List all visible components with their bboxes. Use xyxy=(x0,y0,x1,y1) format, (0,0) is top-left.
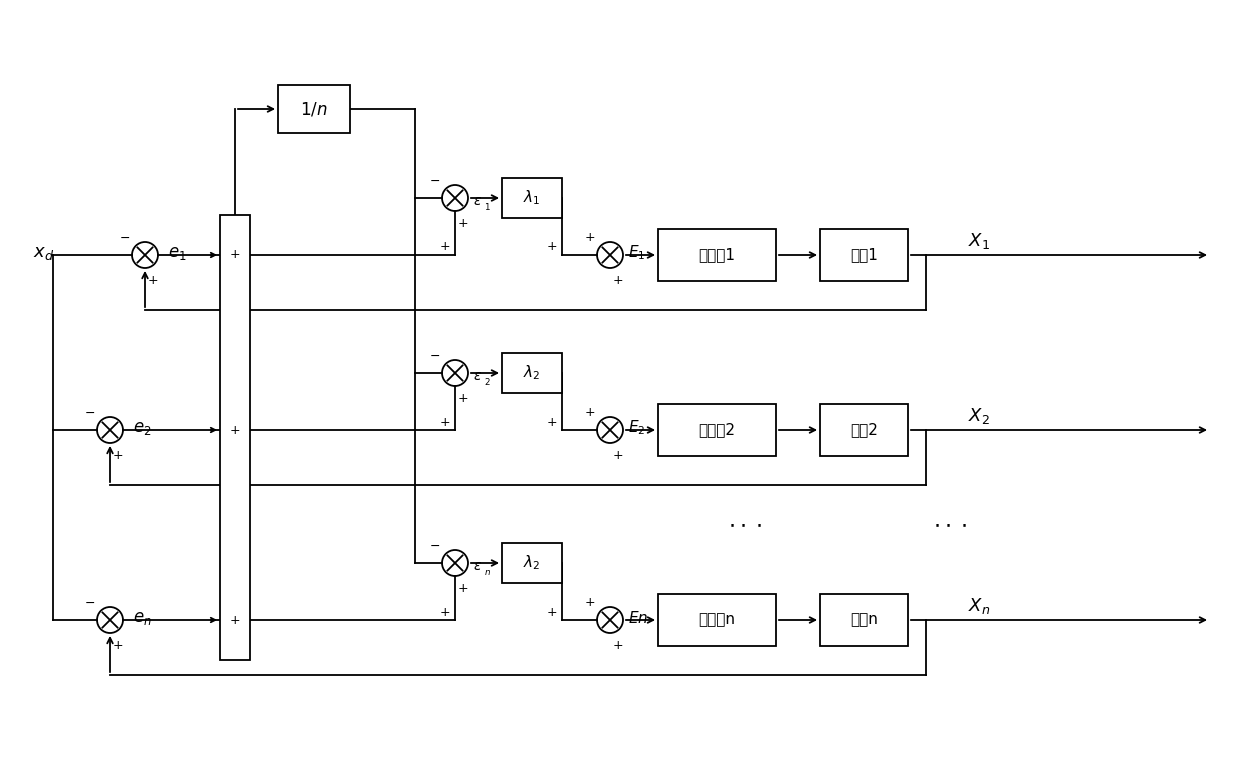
Text: $+$: $+$ xyxy=(112,639,123,652)
Text: $E_1$: $E_1$ xyxy=(628,244,646,262)
Text: $X_{n}$: $X_{n}$ xyxy=(968,596,990,616)
Text: $+$: $+$ xyxy=(612,639,623,652)
Text: $-$: $-$ xyxy=(84,406,95,419)
Text: $\varepsilon$: $\varepsilon$ xyxy=(473,369,482,383)
Text: $+$: $+$ xyxy=(229,424,240,436)
Text: $+$: $+$ xyxy=(612,274,623,287)
Text: $+$: $+$ xyxy=(584,231,595,244)
Text: $_{2}$: $_{2}$ xyxy=(484,375,491,388)
Text: $+$: $+$ xyxy=(545,241,558,253)
Text: $-$: $-$ xyxy=(84,596,95,609)
Text: 电机2: 电机2 xyxy=(850,422,878,437)
Text: $+$: $+$ xyxy=(545,415,558,429)
Text: $\varepsilon$: $\varepsilon$ xyxy=(473,559,482,573)
Text: $e_{n}$: $e_{n}$ xyxy=(133,609,152,627)
Text: $+$: $+$ xyxy=(112,449,123,462)
Text: $+$: $+$ xyxy=(147,274,159,287)
Text: $\varepsilon$: $\varepsilon$ xyxy=(473,194,482,208)
Text: 控制器n: 控制器n xyxy=(699,612,736,627)
Text: $+$: $+$ xyxy=(439,415,450,429)
Bar xyxy=(658,594,776,646)
Text: $_{n}$: $_{n}$ xyxy=(484,565,491,577)
Text: 控制器2: 控制器2 xyxy=(699,422,736,437)
Text: 电机n: 电机n xyxy=(850,612,878,627)
Text: $λ_2$: $λ_2$ xyxy=(523,554,540,572)
Bar xyxy=(502,543,563,583)
Bar xyxy=(502,178,563,218)
Bar xyxy=(820,594,908,646)
Text: $+$: $+$ xyxy=(457,582,468,595)
Bar xyxy=(658,229,776,281)
Text: $-$: $-$ xyxy=(119,231,130,244)
Text: $+$: $+$ xyxy=(439,241,450,253)
Bar xyxy=(820,229,908,281)
Text: $En$: $En$ xyxy=(628,610,648,626)
Text: $e_{1}$: $e_{1}$ xyxy=(169,244,187,262)
Bar xyxy=(820,404,908,456)
Text: $E_2$: $E_2$ xyxy=(628,418,646,437)
Text: $+$: $+$ xyxy=(545,605,558,619)
Text: $-$: $-$ xyxy=(429,174,440,187)
Bar xyxy=(278,85,349,133)
Text: $+$: $+$ xyxy=(612,449,623,462)
Bar xyxy=(502,353,563,393)
Text: $-$: $-$ xyxy=(429,539,440,552)
Text: $1/n$: $1/n$ xyxy=(300,100,328,118)
Text: $x_d$: $x_d$ xyxy=(33,244,55,262)
Bar xyxy=(221,215,250,660)
Bar xyxy=(658,404,776,456)
Text: $λ_2$: $λ_2$ xyxy=(523,364,540,382)
Text: $X_{2}$: $X_{2}$ xyxy=(968,406,990,426)
Text: $+$: $+$ xyxy=(439,605,450,619)
Text: $\cdot\cdot\cdot$: $\cdot\cdot\cdot$ xyxy=(729,515,762,535)
Text: $+$: $+$ xyxy=(457,392,468,405)
Text: $+$: $+$ xyxy=(229,614,240,626)
Text: $_{1}$: $_{1}$ xyxy=(484,199,491,213)
Text: $+$: $+$ xyxy=(457,217,468,230)
Text: 控制器1: 控制器1 xyxy=(699,247,736,263)
Text: 电机1: 电机1 xyxy=(850,247,878,263)
Text: $+$: $+$ xyxy=(229,249,240,261)
Text: $X_{1}$: $X_{1}$ xyxy=(968,231,990,251)
Text: $\cdot\cdot\cdot$: $\cdot\cdot\cdot$ xyxy=(933,515,966,535)
Text: $-$: $-$ xyxy=(429,349,440,362)
Text: $e_{2}$: $e_{2}$ xyxy=(133,419,151,437)
Text: $+$: $+$ xyxy=(584,596,595,609)
Text: $λ_1$: $λ_1$ xyxy=(523,188,540,207)
Text: $+$: $+$ xyxy=(584,406,595,419)
